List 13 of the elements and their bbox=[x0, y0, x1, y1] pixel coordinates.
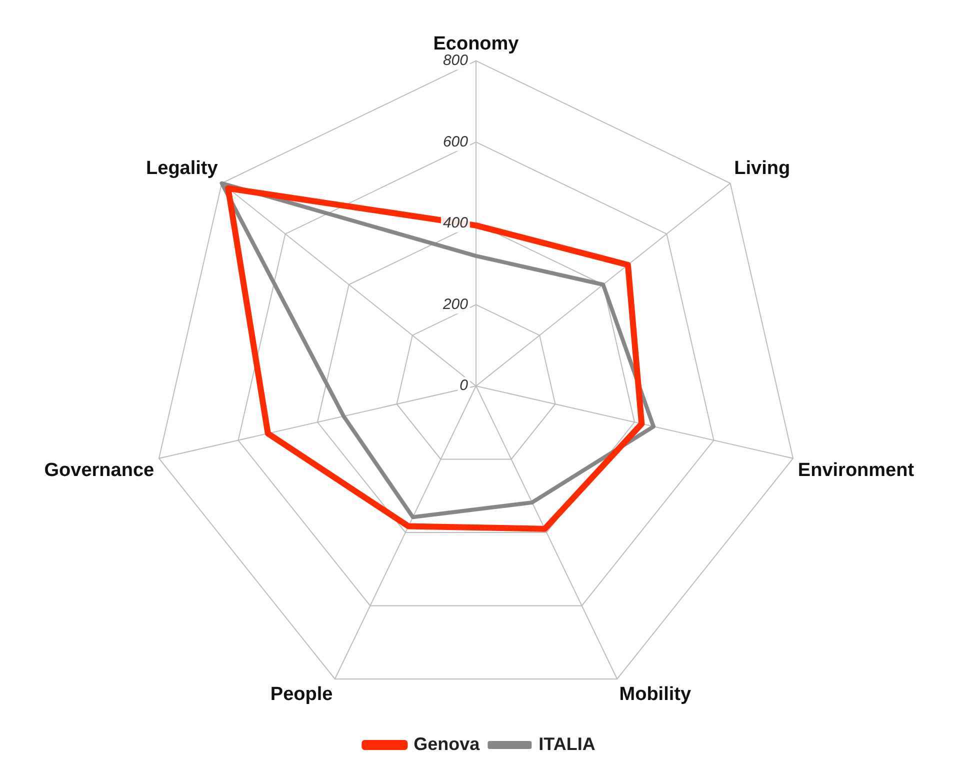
y-tick-label: 600 bbox=[442, 133, 469, 150]
spoke-label: Governance bbox=[44, 460, 154, 482]
y-tick-label: 800 bbox=[442, 52, 469, 69]
spoke-label: People bbox=[270, 684, 333, 706]
legend-label: ITALIA bbox=[538, 734, 596, 754]
spoke-label: Mobility bbox=[619, 684, 692, 706]
y-tick-label: 0 bbox=[460, 377, 469, 394]
y-tick-label: 400 bbox=[442, 214, 469, 232]
spoke-label: Environment bbox=[798, 460, 915, 482]
y-tick-label: 200 bbox=[442, 296, 469, 313]
spoke-label: Living bbox=[734, 158, 790, 179]
legend-label: Genova bbox=[414, 734, 481, 754]
spoke-label: Legality bbox=[146, 158, 218, 179]
